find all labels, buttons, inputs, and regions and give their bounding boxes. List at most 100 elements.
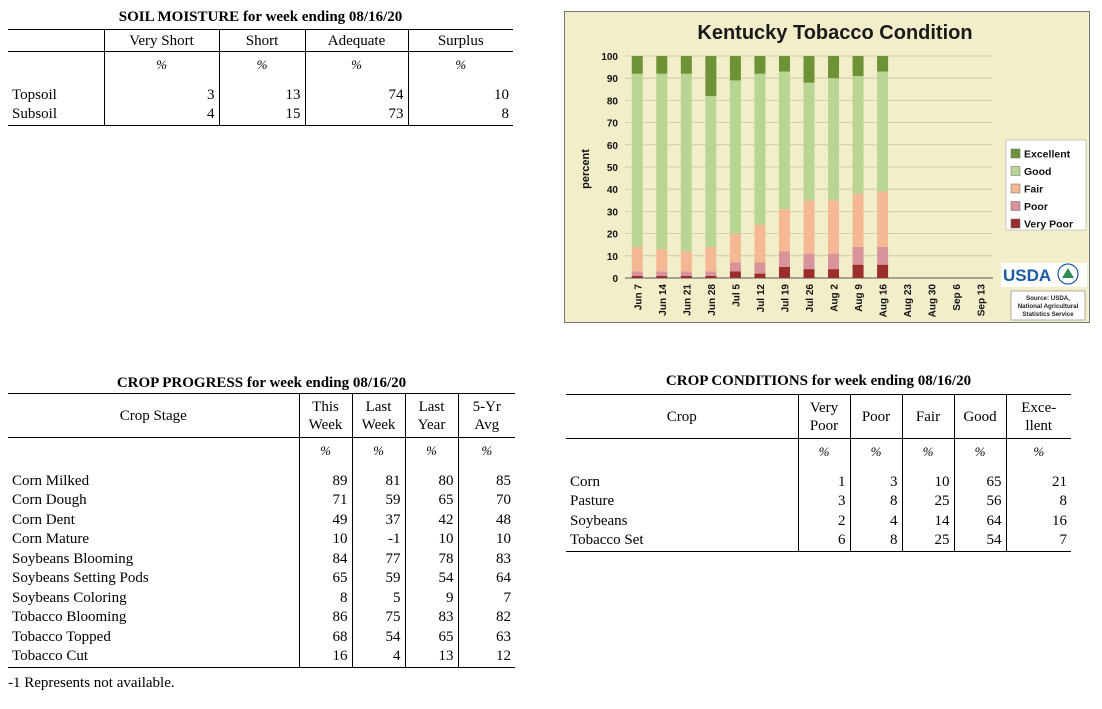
x-tick-label: Sep 6: [952, 284, 963, 311]
bar-segment-very-poor: [778, 266, 790, 278]
bar-segment-very-poor: [729, 271, 741, 278]
cell-value: 85: [457, 471, 515, 491]
bar-segment-good: [778, 71, 790, 210]
cell-value: 65: [404, 491, 458, 511]
cell-value: 64: [953, 511, 1006, 531]
table-row: Corn Dent 49 37 42 48: [8, 510, 515, 530]
cell-value: 21: [1005, 472, 1071, 492]
bar-segment-excellent: [828, 56, 840, 79]
cell-value: 10: [407, 85, 513, 105]
bar-segment-fair: [754, 224, 766, 263]
bar-segment-fair: [803, 200, 815, 254]
row-label: Soybeans Blooming: [12, 550, 134, 567]
cell-value: 10: [404, 530, 458, 550]
x-tick-label: Jun 14: [658, 284, 669, 316]
crop-conditions-title: CROP CONDITIONS for week ending 08/16/20: [665, 373, 972, 389]
bar-segment-excellent: [877, 56, 889, 72]
bar-segment-excellent: [729, 56, 741, 81]
bar-segment-fair: [852, 193, 864, 247]
bar-segment-poor: [631, 271, 643, 276]
bar-segment-poor: [877, 246, 889, 265]
cell-value: 68: [298, 627, 352, 647]
bar-segment-excellent: [680, 56, 692, 74]
x-tick-label: Sep 13: [977, 284, 988, 317]
bar-segment-very-poor: [803, 269, 815, 278]
table-row: Tobacco Set 6 8 25 54 7: [566, 531, 1071, 551]
row-label: Soybeans Setting Pods: [12, 570, 149, 586]
y-tick-label: 90: [607, 74, 619, 85]
x-tick-label: Jun 7: [633, 284, 644, 311]
footnote: -1 Represents not available.: [8, 675, 175, 691]
cell-value: 15: [218, 105, 305, 125]
crop-progress-section: CROP PROGRESS for week ending 08/16/20 C…: [8, 374, 515, 668]
bar-segment-good: [656, 73, 668, 250]
cell-value: 3: [849, 472, 902, 492]
x-tick-label: Jun 28: [707, 284, 718, 316]
soil-unit: %: [103, 51, 219, 78]
cell-value: 71: [298, 491, 352, 511]
table-row: Subsoil 4 15 73 8: [8, 105, 513, 125]
bar-segment-very-poor: [852, 264, 864, 278]
y-tick-label: 70: [607, 119, 619, 130]
cell-value: 80: [404, 471, 458, 491]
table-row: Soybeans 2 4 14 64 16: [566, 511, 1071, 531]
bar-segment-fair: [656, 249, 668, 272]
row-label: Tobacco Topped: [12, 628, 111, 645]
table-row: Topsoil 3 13 74 10: [8, 85, 513, 105]
x-tick-label: Jul 26: [805, 284, 816, 313]
cell-value: 25: [901, 492, 954, 512]
progress-unit: %: [351, 437, 405, 463]
cell-value: 12: [457, 647, 515, 667]
soil-moisture-table: Very Short Short Adequate Surplus % % % …: [8, 29, 513, 126]
legend-swatch: [1010, 183, 1021, 194]
table-row: Corn Mature 10 -1 10 10: [8, 530, 515, 550]
chart-title: Kentucky Tobacco Condition: [697, 22, 972, 44]
progress-unit: %: [457, 437, 515, 463]
chart-source-line: National Agricultural: [1018, 303, 1079, 310]
y-tick-label: 0: [612, 274, 618, 285]
bar-segment-poor: [778, 251, 790, 267]
soil-header-very-short: Very Short: [103, 29, 219, 52]
conditions-unit: %: [901, 438, 954, 464]
cell-value: 78: [404, 549, 458, 569]
row-label: Soybeans: [570, 512, 628, 529]
bar-segment-excellent: [754, 56, 766, 74]
x-tick-label: Aug 9: [854, 284, 865, 312]
row-label: Tobacco Cut: [12, 648, 89, 664]
cell-value: 16: [1005, 511, 1071, 531]
crop-conditions-section: CROP CONDITIONS for week ending 08/16/20…: [566, 372, 1071, 552]
soil-header-surplus: Surplus: [407, 29, 513, 52]
cell-value: 54: [404, 569, 458, 589]
cell-value: 3: [103, 85, 219, 105]
cell-value: 10: [901, 472, 954, 492]
progress-header-row: Crop Stage This Week Last Week Last Year 5-…: [8, 393, 515, 438]
bar-segment-good: [631, 73, 643, 247]
bar-segment-good: [877, 71, 889, 192]
legend-swatch: [1010, 166, 1021, 176]
chart-canvas: Kentucky Tobacco Condition percent 0 10 20…: [580, 22, 1087, 321]
chart-source-line: Source: USDA,: [1026, 295, 1070, 302]
x-tick-label: Aug 16: [879, 284, 890, 318]
cell-value: 56: [953, 492, 1006, 512]
bar-segment-good: [729, 80, 741, 234]
cell-value: 8: [849, 492, 902, 512]
row-label: Corn Dent: [12, 511, 75, 528]
bar-segment-very-poor: [680, 275, 692, 278]
usda-seal-icon: [1062, 268, 1074, 278]
table-row: Corn Dough 71 59 65 70: [8, 491, 515, 511]
y-tick-label: 10: [607, 252, 619, 263]
bar-segment-excellent: [778, 56, 790, 72]
chart-legend: Excellent Good Fair Poor Very Poor: [1005, 139, 1087, 231]
cell-value: 84: [298, 549, 352, 569]
progress-unit-row: % % % %: [8, 437, 515, 463]
table-row: Tobacco Blooming 86 75 83 82: [8, 608, 515, 628]
cell-value: 65: [953, 472, 1006, 492]
crop-progress-table: Crop Stage This Week Last Week Last Year 5-…: [8, 393, 515, 668]
bar-segment-fair: [729, 233, 741, 263]
conditions-header-poor: Poor: [849, 394, 902, 439]
soil-unit: %: [304, 51, 408, 78]
cell-value: 70: [457, 491, 515, 511]
soil-header-short: Short: [218, 29, 305, 52]
progress-header-this-week: This Week: [298, 393, 352, 438]
soil-header-row: Very Short Short Adequate Surplus: [8, 29, 513, 52]
